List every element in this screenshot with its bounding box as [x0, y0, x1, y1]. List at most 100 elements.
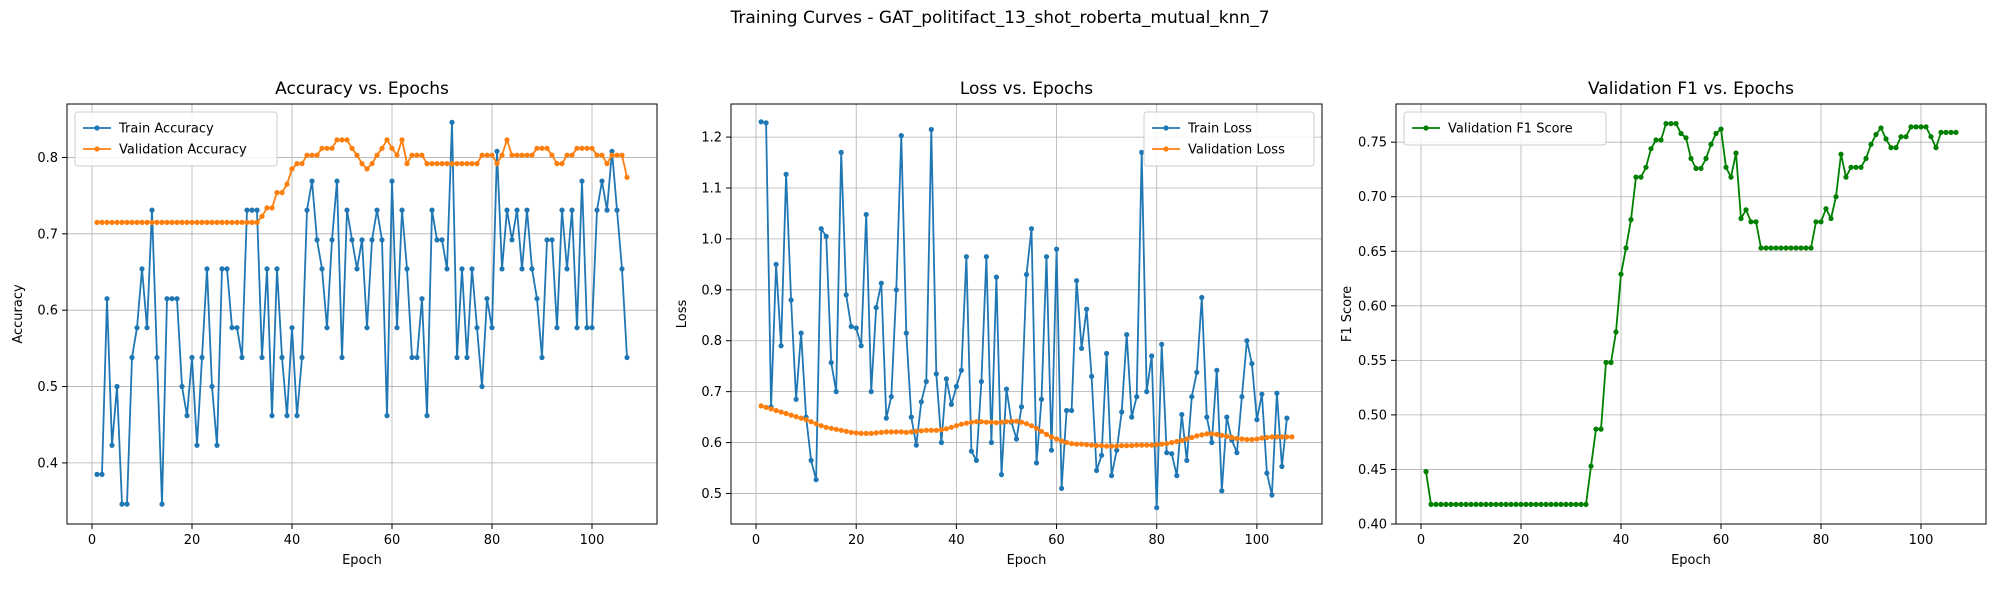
data-point — [773, 261, 779, 267]
data-point — [279, 190, 285, 196]
data-point — [284, 181, 290, 187]
data-point — [1433, 501, 1439, 507]
data-point — [489, 152, 495, 158]
data-point — [1189, 394, 1195, 400]
data-point — [384, 413, 390, 419]
data-point — [269, 413, 275, 419]
data-point — [1289, 434, 1295, 440]
data-point — [883, 415, 889, 421]
data-point — [94, 219, 100, 225]
data-point — [893, 429, 899, 435]
data-point — [1803, 245, 1809, 251]
data-point — [1279, 463, 1285, 470]
data-point — [214, 442, 220, 448]
data-point — [454, 161, 460, 167]
data-point — [1084, 306, 1090, 312]
y-tick-label: 1.1 — [701, 182, 722, 197]
data-point — [813, 477, 819, 483]
data-point — [1823, 206, 1829, 212]
data-point — [1013, 436, 1020, 442]
data-point — [1698, 165, 1704, 171]
data-point — [234, 325, 240, 331]
data-point — [1858, 164, 1864, 170]
data-point — [1249, 436, 1255, 443]
data-point — [1638, 174, 1644, 180]
data-point — [1043, 431, 1050, 437]
data-point — [1038, 428, 1045, 434]
data-point — [414, 152, 420, 158]
data-point — [1154, 442, 1160, 448]
data-point — [584, 145, 590, 151]
data-point — [359, 237, 365, 243]
data-point — [1518, 501, 1524, 507]
data-point — [514, 207, 520, 213]
data-point — [918, 399, 924, 405]
data-point — [1528, 501, 1534, 507]
data-point — [334, 137, 340, 143]
data-point — [1653, 137, 1659, 143]
data-point — [933, 371, 939, 377]
data-point — [1109, 473, 1115, 479]
data-point — [818, 423, 824, 429]
data-point — [1048, 447, 1055, 453]
data-point — [1798, 245, 1804, 251]
data-point — [199, 219, 205, 225]
data-point — [594, 207, 600, 213]
x-tick-label: 80 — [484, 533, 501, 548]
data-point — [569, 207, 575, 213]
data-point — [768, 406, 774, 412]
data-point — [214, 219, 220, 225]
y-tick-label: 0.70 — [1358, 190, 1387, 205]
data-point — [978, 378, 985, 385]
data-point — [998, 419, 1005, 425]
data-point — [1608, 359, 1614, 366]
data-point — [249, 207, 255, 213]
data-point — [1139, 442, 1145, 448]
data-point — [868, 389, 874, 395]
data-point — [903, 330, 909, 336]
data-point — [544, 237, 550, 243]
data-point — [1269, 492, 1275, 498]
data-point — [1089, 442, 1095, 448]
data-point — [504, 137, 510, 143]
data-point — [1678, 130, 1684, 137]
data-point — [1119, 409, 1125, 415]
data-point — [1663, 121, 1669, 127]
data-point — [244, 219, 250, 225]
data-point — [429, 207, 435, 213]
data-point — [394, 325, 400, 331]
data-point — [484, 152, 490, 158]
data-point — [1199, 294, 1205, 301]
data-point — [354, 266, 360, 272]
data-point — [114, 383, 120, 390]
data-point — [199, 354, 205, 361]
data-point — [1613, 329, 1619, 335]
data-point — [1219, 488, 1225, 494]
data-point — [863, 430, 869, 436]
data-point — [179, 383, 185, 390]
y-axis-label: Accuracy — [11, 284, 26, 344]
data-point — [274, 190, 280, 196]
y-tick-label: 0.5 — [37, 380, 58, 395]
data-point — [1164, 450, 1170, 456]
data-point — [898, 133, 904, 139]
data-point — [1038, 396, 1045, 402]
data-point — [1618, 271, 1624, 277]
chart-panel-3: 0 20 40 60 80 100 0.40 0.45 0.50 0.55 0.60 0.65 0.70… — [1340, 79, 1987, 568]
data-point — [878, 429, 884, 435]
data-point — [853, 430, 859, 436]
data-point — [294, 413, 300, 419]
data-point — [1438, 501, 1444, 507]
data-point — [424, 413, 430, 419]
data-point — [1054, 436, 1060, 442]
data-point — [479, 152, 485, 158]
data-point — [209, 383, 215, 390]
y-tick-label: 0.40 — [1358, 518, 1387, 533]
data-point — [1793, 245, 1799, 251]
axes-frame — [66, 103, 658, 525]
data-point — [314, 152, 320, 158]
data-point — [993, 274, 1000, 280]
data-point — [599, 152, 605, 158]
data-point — [1783, 245, 1789, 251]
data-point — [484, 296, 490, 302]
